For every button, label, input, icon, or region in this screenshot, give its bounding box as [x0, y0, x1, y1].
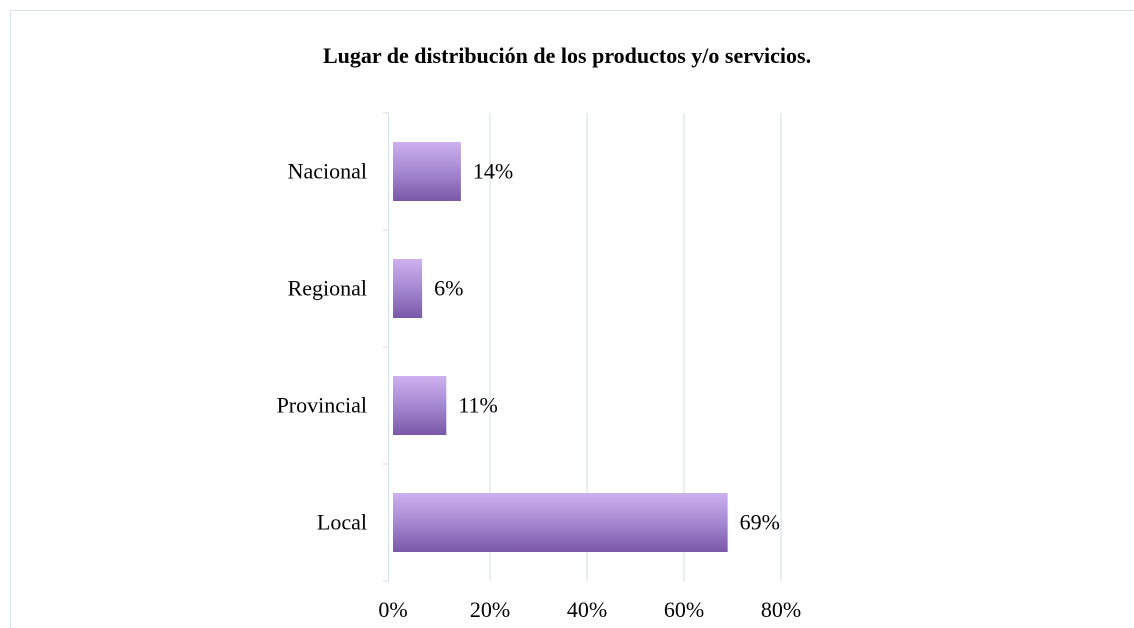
- data-label: 14%: [473, 159, 513, 184]
- data-label: 11%: [458, 393, 498, 418]
- bar: [393, 376, 447, 435]
- x-tick-label: 0%: [378, 597, 407, 622]
- data-label: 6%: [434, 276, 463, 301]
- chart-title: Lugar de distribución de los productos y…: [323, 43, 811, 68]
- bar: [393, 142, 461, 201]
- bar: [393, 259, 423, 318]
- x-tick-label: 20%: [470, 597, 510, 622]
- x-tick-label: 60%: [664, 597, 704, 622]
- x-tick-label: 80%: [761, 597, 801, 622]
- x-tick-label: 40%: [567, 597, 607, 622]
- bar: [393, 493, 728, 552]
- y-tick-label: Regional: [288, 276, 367, 301]
- y-tick-label: Local: [317, 510, 367, 535]
- y-tick-label: Nacional: [288, 159, 367, 184]
- y-tick-label: Provincial: [277, 393, 367, 418]
- chart-frame: [10, 10, 1134, 628]
- data-label: 69%: [740, 510, 780, 535]
